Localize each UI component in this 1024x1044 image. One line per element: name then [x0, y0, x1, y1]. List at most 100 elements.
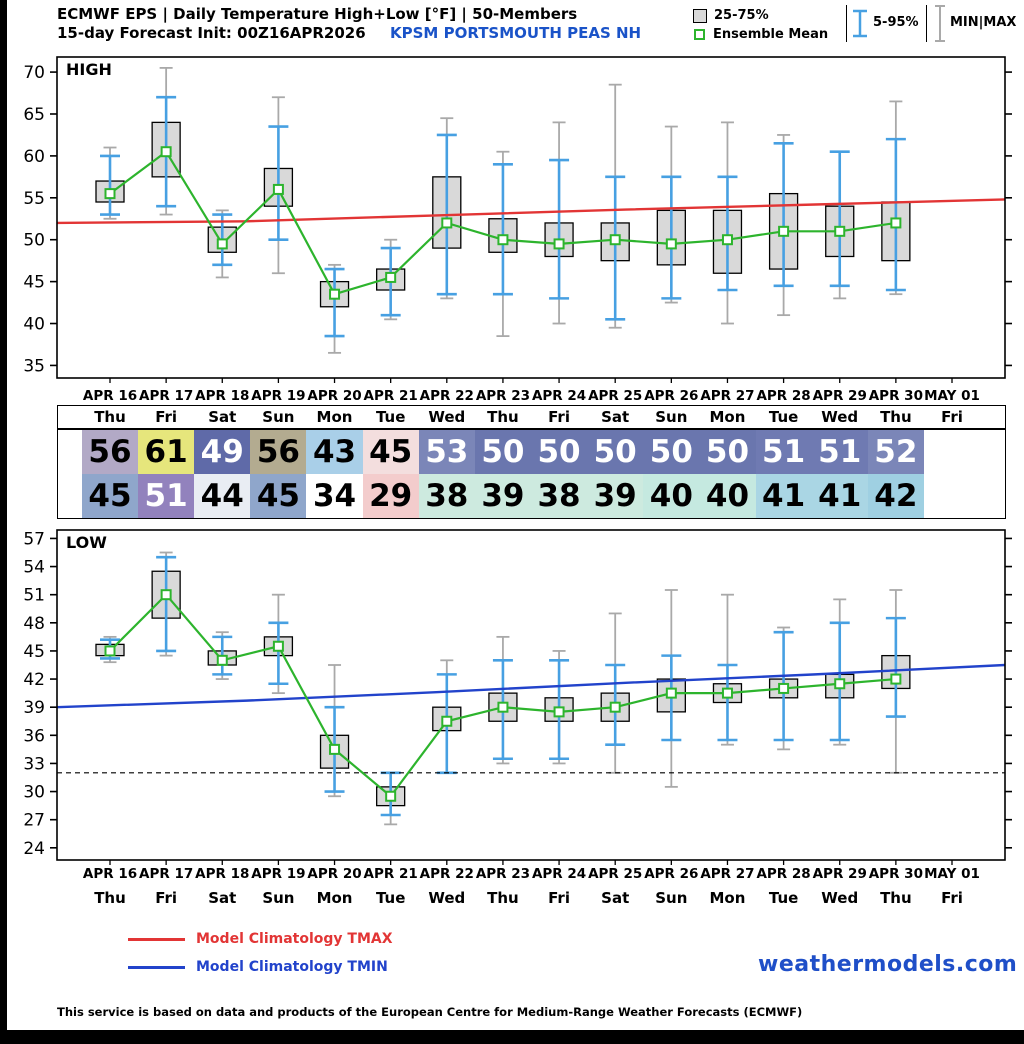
svg-text:Fri: Fri	[941, 889, 963, 907]
day-label: Sat	[601, 408, 630, 426]
day-label: Thu	[880, 408, 912, 426]
low-value-cell: 51	[138, 474, 195, 518]
day-names-row: Thu Fri Sat Sun Mon Tue Wed Thu Fri Sat Sun Mon Tue W…	[57, 405, 1006, 429]
forecast-values-table: 56 61 49 56 43 45 53 50 50 50 50 50 51 51 52 45 51 44 45 34…	[57, 429, 1006, 519]
legend-ensemble-mean: Ensemble Mean	[694, 27, 828, 42]
svg-text:APR 30: APR 30	[869, 866, 923, 882]
low-value-cell: 45	[250, 474, 307, 518]
svg-text:APR 21: APR 21	[364, 866, 418, 882]
svg-text:27: 27	[23, 811, 45, 831]
svg-text:APR 20: APR 20	[307, 388, 361, 404]
svg-text:APR 23: APR 23	[476, 866, 530, 882]
tmax-legend-label: Model Climatology TMAX	[196, 931, 393, 947]
box-25-75-icon	[693, 8, 707, 23]
svg-text:Tue: Tue	[376, 889, 405, 907]
svg-text:APR 28: APR 28	[756, 388, 810, 404]
svg-text:MAY 01: MAY 01	[924, 388, 980, 404]
high-value-cell: 61	[138, 430, 195, 474]
svg-text:65: 65	[23, 105, 45, 125]
svg-text:APR 29: APR 29	[813, 388, 867, 404]
svg-text:APR 17: APR 17	[139, 388, 193, 404]
legend-25-75-label: 25-75%	[714, 8, 769, 23]
high-value-cell: 56	[81, 430, 139, 474]
svg-text:APR 29: APR 29	[813, 866, 867, 882]
tmax-line-sample	[128, 938, 185, 941]
svg-text:Wed: Wed	[428, 889, 465, 907]
svg-text:70: 70	[23, 63, 45, 83]
bottom-border	[0, 1030, 1024, 1044]
high-value-cell: 50	[531, 430, 588, 474]
high-value-cell: 43	[306, 430, 363, 474]
svg-text:APR 24: APR 24	[532, 866, 586, 882]
high-value-cell: 56	[250, 430, 307, 474]
svg-text:48: 48	[23, 614, 45, 634]
legend-25-75: 25-75%	[693, 8, 769, 23]
day-label: Sun	[655, 408, 688, 426]
weathermodels-link[interactable]: weathermodels.com	[758, 952, 1018, 977]
svg-text:60: 60	[23, 147, 45, 167]
svg-text:40: 40	[23, 315, 45, 335]
low-value-cell: 41	[755, 474, 812, 518]
low-value-cell: 44	[194, 474, 251, 518]
svg-text:APR 18: APR 18	[195, 388, 249, 404]
high-value-cell: 53	[418, 430, 475, 474]
day-label: Sat	[208, 408, 237, 426]
svg-text:Sun: Sun	[262, 889, 294, 907]
station-name[interactable]: KPSM PORTSMOUTH PEAS NH	[390, 24, 642, 42]
low-value-cell: 39	[587, 474, 644, 518]
svg-text:APR 23: APR 23	[476, 388, 530, 404]
svg-text:33: 33	[23, 754, 45, 774]
day-label: Mon	[709, 408, 746, 426]
day-label: Mon	[316, 408, 353, 426]
high-value-cell: 50	[474, 430, 531, 474]
low-value-cell: 42	[867, 474, 924, 518]
low-value-cell: 40	[699, 474, 756, 518]
svg-text:Thu: Thu	[94, 889, 126, 907]
svg-text:APR 21: APR 21	[364, 388, 418, 404]
svg-text:Thu: Thu	[487, 889, 519, 907]
legend-divider	[846, 5, 847, 42]
legend-minmax-label: MIN|MAX	[950, 15, 1017, 30]
svg-text:LOW: LOW	[66, 533, 107, 552]
day-label: Tue	[375, 408, 406, 426]
low-value-cell: 41	[811, 474, 868, 518]
low-value-cell: 40	[643, 474, 700, 518]
high-value-cell: 49	[194, 430, 251, 474]
day-label: Fri	[548, 408, 570, 426]
high-value-cell: 50	[643, 430, 700, 474]
svg-text:55: 55	[23, 189, 45, 209]
high-value-cell: 50	[587, 430, 644, 474]
day-label: Fri	[941, 408, 963, 426]
low-value-cell: 38	[418, 474, 475, 518]
svg-text:Mon: Mon	[317, 889, 353, 907]
legend-divider-2	[926, 5, 927, 42]
high-value-cell: 50	[699, 430, 756, 474]
init-subtitle: 15-day Forecast Init: 00Z16APR2026	[57, 24, 366, 42]
svg-text:Fri: Fri	[548, 889, 570, 907]
svg-text:APR 17: APR 17	[139, 866, 193, 882]
svg-text:Sat: Sat	[208, 889, 236, 907]
day-label: Thu	[94, 408, 126, 426]
svg-text:Sun: Sun	[655, 889, 687, 907]
day-label: Wed	[428, 408, 466, 426]
day-label: Fri	[155, 408, 178, 426]
svg-text:Thu: Thu	[880, 889, 912, 907]
left-border	[0, 0, 7, 1044]
svg-text:Wed: Wed	[821, 889, 858, 907]
day-label: Sun	[262, 408, 295, 426]
legend-5-95-label: 5-95%	[873, 15, 919, 30]
high-value-cell	[923, 430, 981, 474]
svg-text:APR 25: APR 25	[588, 388, 642, 404]
disclaimer-text: This service is based on data and produc…	[57, 1005, 803, 1019]
high-value-cell: 51	[755, 430, 812, 474]
main-title: ECMWF EPS | Daily Temperature High+Low […	[57, 5, 578, 23]
low-value-cell: 38	[531, 474, 588, 518]
svg-text:APR 16: APR 16	[83, 866, 137, 882]
svg-text:Sat: Sat	[601, 889, 629, 907]
low-value-cell: 39	[474, 474, 531, 518]
svg-text:MAY 01: MAY 01	[924, 866, 980, 882]
high-value-cell: 52	[867, 430, 924, 474]
svg-text:Fri: Fri	[155, 889, 177, 907]
ensemble-mean-icon	[694, 29, 705, 40]
